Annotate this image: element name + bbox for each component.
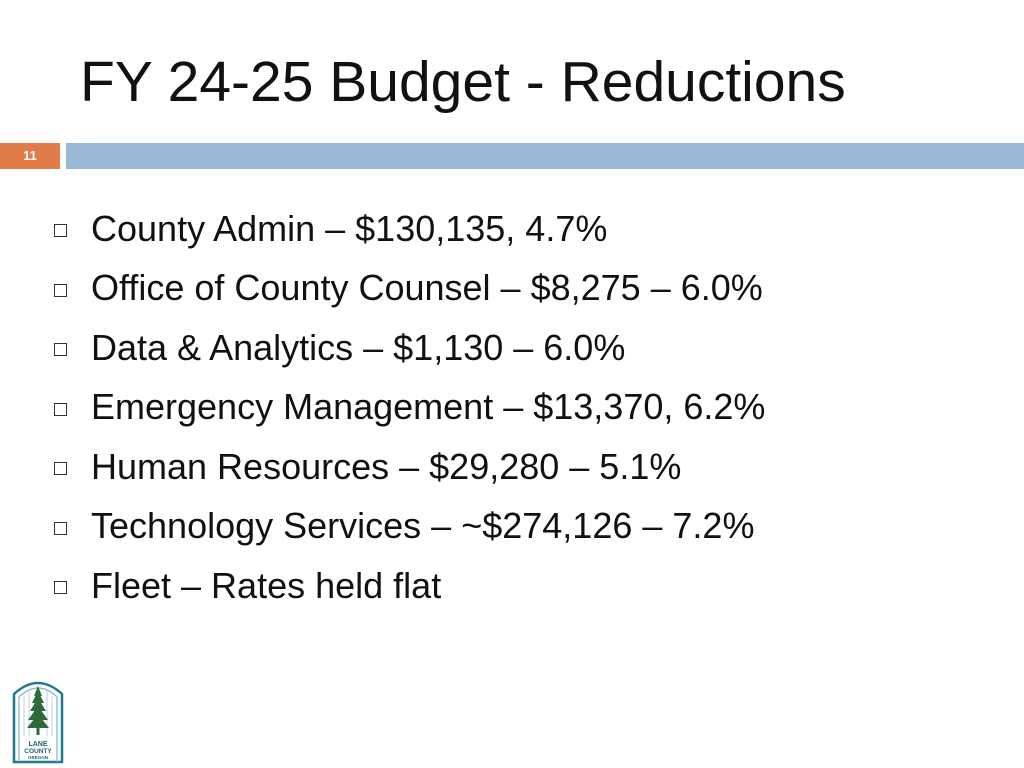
list-item: Human Resources – $29,280 – 5.1% [54, 437, 765, 497]
list-item: Emergency Management – $13,370, 6.2% [54, 378, 765, 438]
title-divider-bar [66, 143, 1024, 169]
square-bullet-icon [54, 283, 67, 297]
list-item: County Admin – $130,135, 4.7% [54, 199, 765, 259]
list-item: Data & Analytics – $1,130 – 6.0% [54, 318, 765, 378]
list-item: Office of County Counsel – $8,275 – 6.0% [54, 259, 765, 319]
bullet-list: County Admin – $130,135, 4.7% Office of … [54, 199, 765, 616]
bullet-text: Fleet – Rates held flat [91, 564, 442, 606]
square-bullet-icon [54, 224, 67, 238]
square-bullet-icon [54, 581, 67, 595]
logo-text: OREGON [28, 755, 48, 760]
slide-title: FY 24-25 Budget - Reductions [80, 50, 846, 114]
square-bullet-icon [54, 462, 67, 476]
bullet-text: Human Resources – $29,280 – 5.1% [91, 445, 682, 487]
square-bullet-icon [54, 521, 67, 535]
bullet-text: Data & Analytics – $1,130 – 6.0% [91, 326, 626, 368]
square-bullet-icon [54, 402, 67, 416]
list-item: Technology Services – ~$274,126 – 7.2% [54, 497, 765, 557]
bullet-text: County Admin – $130,135, 4.7% [91, 207, 608, 249]
logo-text: COUNTY [24, 748, 52, 755]
slide-number-badge: 11 [0, 143, 60, 169]
bullet-text: Technology Services – ~$274,126 – 7.2% [91, 505, 755, 547]
bullet-text: Emergency Management – $13,370, 6.2% [91, 386, 766, 428]
list-item: Fleet – Rates held flat [54, 556, 765, 616]
square-bullet-icon [54, 343, 67, 357]
logo-text: LANE [28, 741, 47, 748]
bullet-text: Office of County Counsel – $8,275 – 6.0% [91, 267, 763, 309]
lane-county-logo: LANE COUNTY OREGON [12, 681, 64, 764]
